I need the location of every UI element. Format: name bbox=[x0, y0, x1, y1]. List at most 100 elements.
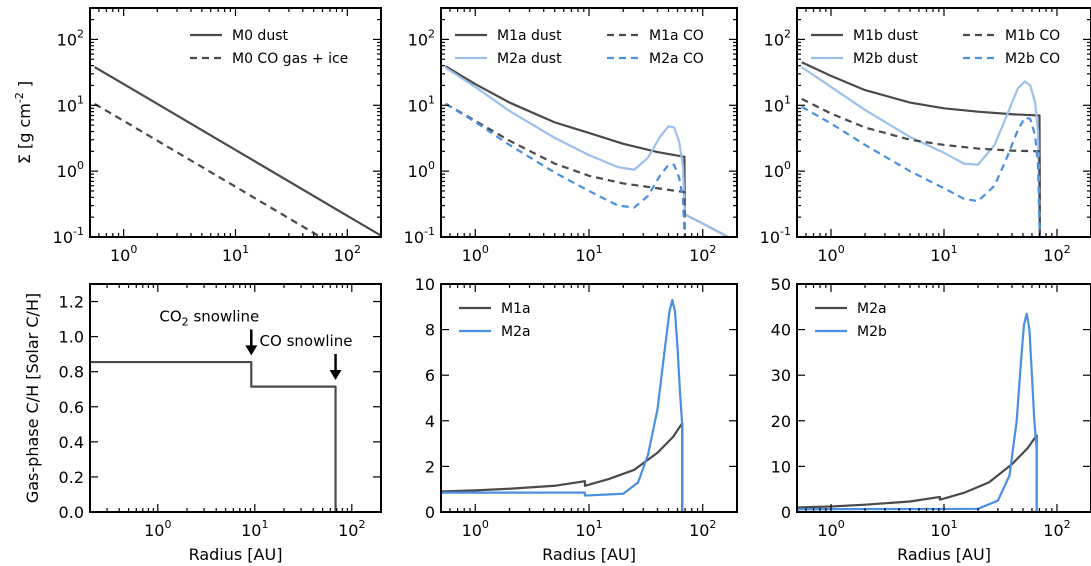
y-tick-label: 1.0 bbox=[59, 328, 84, 347]
y-tick-label: 8 bbox=[425, 321, 435, 340]
x-tick-label: 100 bbox=[462, 243, 489, 265]
series-line-m2b-dust bbox=[802, 67, 1040, 240]
annotation-label: CO snowline bbox=[260, 332, 353, 350]
x-axis-label: Radius [AU] bbox=[542, 545, 636, 564]
series-line-c-h bbox=[90, 362, 336, 512]
panel-bottom-1: 100 101 102 0.0 0.2 0.4 0.6 0.8 1.0 1.2 Radius [AU… bbox=[23, 284, 381, 564]
x-tick-label: 102 bbox=[1043, 243, 1070, 265]
series-line-m2a bbox=[797, 435, 1037, 512]
y-tick-label: 4 bbox=[425, 412, 435, 431]
x-tick-label: 101 bbox=[930, 243, 957, 265]
y-tick-label: 1.2 bbox=[59, 293, 84, 312]
x-tick-label: 100 bbox=[817, 243, 844, 265]
series-line-m1a-co bbox=[446, 104, 685, 240]
legend-label: M1a dust bbox=[497, 28, 562, 44]
axes-frame bbox=[797, 284, 1091, 512]
y-tick-label: 102 bbox=[764, 27, 791, 49]
y-axis-label: Gas-phase C/H [Solar C/H] bbox=[23, 293, 42, 503]
series-line-m2a-dust bbox=[446, 68, 737, 242]
legend-label: M1b dust bbox=[853, 28, 918, 44]
y-tick-label: 20 bbox=[771, 412, 791, 431]
y-tick-label: 2 bbox=[425, 457, 435, 476]
axes-frame bbox=[441, 284, 737, 512]
annotation-arrowhead bbox=[330, 370, 342, 380]
legend-label: M0 dust bbox=[232, 28, 288, 44]
series-group bbox=[797, 314, 1037, 512]
panel-top-3: 100 101 10210-1100101102 M1b dustM2b dustM1… bbox=[760, 8, 1091, 265]
series-line-m1a-dust bbox=[446, 66, 737, 241]
y-tick-label: 6 bbox=[425, 366, 435, 385]
series-line-m1a bbox=[441, 423, 683, 512]
series-line-m0-co-gas-ice bbox=[95, 104, 323, 238]
x-tick-label: 100 bbox=[462, 518, 489, 540]
y-tick-label: 0.6 bbox=[59, 398, 84, 417]
y-tick-label: 10 bbox=[771, 457, 791, 476]
y-tick-label: 10-1 bbox=[760, 225, 791, 247]
series-group bbox=[446, 66, 737, 241]
x-tick-label: 102 bbox=[1043, 518, 1070, 540]
x-tick-label: 102 bbox=[689, 518, 716, 540]
y-tick-label: 10-1 bbox=[53, 225, 84, 247]
y-tick-label: 102 bbox=[57, 27, 84, 49]
legend-label: M2a CO bbox=[649, 51, 704, 67]
legend-label: M2a dust bbox=[497, 51, 562, 67]
y-tick-label: 100 bbox=[408, 159, 435, 181]
legend: M0 dust M0 CO gas + ice bbox=[190, 28, 348, 67]
y-tick-label: 0 bbox=[781, 503, 791, 522]
y-tick-label: 10 bbox=[415, 275, 435, 294]
x-tick-label: 101 bbox=[930, 518, 957, 540]
x-tick-label: 101 bbox=[575, 518, 602, 540]
x-axis-label: Radius [AU] bbox=[189, 545, 283, 564]
y-tick-label: 100 bbox=[764, 159, 791, 181]
x-axis-label: Radius [AU] bbox=[897, 545, 991, 564]
series-group bbox=[90, 362, 336, 512]
y-tick-label: 0.2 bbox=[59, 468, 84, 487]
annotation-arrowhead bbox=[245, 345, 257, 355]
y-tick-label: 40 bbox=[771, 321, 791, 340]
legend-label: M0 CO gas + ice bbox=[232, 51, 348, 67]
panel-bottom-3: 100 101 10201020304050Radius [AU]M2aM2b bbox=[771, 275, 1091, 564]
panel-top-1: 100 101 102 10-1 100 101 102 Σ [g cm-2 ] M0 dust… bbox=[13, 8, 381, 265]
x-tick-label: 101 bbox=[575, 243, 602, 265]
x-tick-label: 101 bbox=[222, 243, 249, 265]
legend-label: M2a bbox=[857, 301, 887, 317]
y-tick-label: 0 bbox=[425, 503, 435, 522]
legend-label: M2b dust bbox=[853, 51, 918, 67]
x-tick-label: 101 bbox=[241, 518, 268, 540]
annotation-label: CO2 snowline bbox=[159, 307, 259, 328]
legend-label: M1a bbox=[501, 301, 531, 317]
series-line-m2b bbox=[797, 314, 1037, 512]
series-group bbox=[95, 67, 381, 238]
y-tick-label: 101 bbox=[764, 93, 791, 115]
y-tick-label: 50 bbox=[771, 275, 791, 294]
x-tick-label: 100 bbox=[110, 243, 137, 265]
y-tick-label: 30 bbox=[771, 366, 791, 385]
y-tick-label: 10-1 bbox=[404, 225, 435, 247]
legend: M1b dust M2b dust M1b CO M2b CO bbox=[811, 28, 1060, 67]
x-tick-label: 100 bbox=[144, 518, 171, 540]
y-tick-label: 0.8 bbox=[59, 363, 84, 382]
y-tick-label: 101 bbox=[408, 93, 435, 115]
x-tick-label: 102 bbox=[689, 243, 716, 265]
y-tick-label: 0.4 bbox=[59, 433, 84, 452]
y-axis-label: Σ [g cm-2 ] bbox=[13, 81, 34, 164]
legend-label: M1b CO bbox=[1005, 28, 1060, 44]
legend-label: M2b CO bbox=[1005, 51, 1060, 67]
x-tick-label: 100 bbox=[817, 518, 844, 540]
x-tick-label: 102 bbox=[334, 243, 361, 265]
y-tick-label: 101 bbox=[57, 93, 84, 115]
series-line-m0-dust bbox=[95, 67, 381, 236]
y-tick-label: 0.0 bbox=[59, 503, 84, 522]
legend: M1a dust M2a dust M1a CO M2a CO bbox=[455, 28, 704, 67]
legend-label: M2a bbox=[501, 324, 531, 340]
legend-label: M2b bbox=[857, 324, 887, 340]
legend-label: M1a CO bbox=[649, 28, 704, 44]
series-line-m2b-co bbox=[802, 107, 1040, 240]
y-tick-label: 100 bbox=[57, 159, 84, 181]
y-tick-label: 102 bbox=[408, 27, 435, 49]
